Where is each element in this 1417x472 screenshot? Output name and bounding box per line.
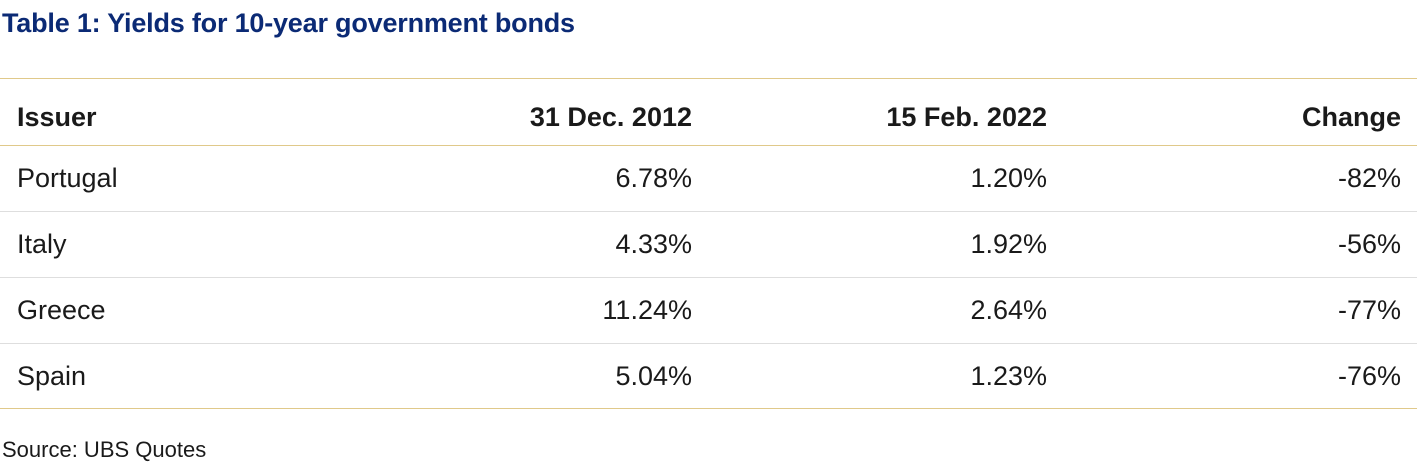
change-cell: -76%: [1337, 360, 1401, 391]
issuer-cell: Portugal: [17, 163, 118, 193]
header-feb-2022: 15 Feb. 2022: [886, 101, 1047, 132]
feb-2022-cell: 2.64%: [970, 295, 1047, 325]
issuer-cell: Spain: [17, 360, 87, 391]
table-header-row: Issuer 31 Dec. 2012 15 Feb. 2022 Change: [0, 79, 1417, 146]
dec-2012-cell: 6.78%: [615, 163, 692, 193]
header-dec-2012: 31 Dec. 2012: [529, 101, 692, 132]
change-cell: -56%: [1337, 229, 1401, 259]
header-issuer: Issuer: [17, 101, 97, 132]
dec-2012-cell: 4.33%: [615, 229, 692, 259]
source-note: Source: UBS Quotes: [2, 437, 207, 462]
change-cell: -82%: [1337, 163, 1401, 193]
table-row: Greece 11.24% 2.64% -77%: [0, 278, 1417, 344]
feb-2022-cell: 1.20%: [970, 163, 1047, 193]
table-row: Portugal 6.78% 1.20% -82%: [0, 146, 1417, 212]
dec-2012-cell: 11.24%: [602, 295, 692, 325]
feb-2022-cell: 1.92%: [970, 229, 1047, 259]
table-row: Italy 4.33% 1.92% -56%: [0, 212, 1417, 278]
table-row: Spain 5.04% 1.23% -76%: [0, 344, 1417, 408]
bond-yields-table: Issuer 31 Dec. 2012 15 Feb. 2022 Change …: [0, 78, 1417, 409]
issuer-cell: Italy: [17, 229, 67, 259]
issuer-cell: Greece: [17, 295, 106, 325]
change-cell: -77%: [1337, 295, 1401, 325]
feb-2022-cell: 1.23%: [970, 360, 1047, 391]
header-change: Change: [1301, 101, 1401, 132]
dec-2012-cell: 5.04%: [615, 360, 692, 391]
table-title: Table 1: Yields for 10-year government b…: [2, 8, 575, 38]
